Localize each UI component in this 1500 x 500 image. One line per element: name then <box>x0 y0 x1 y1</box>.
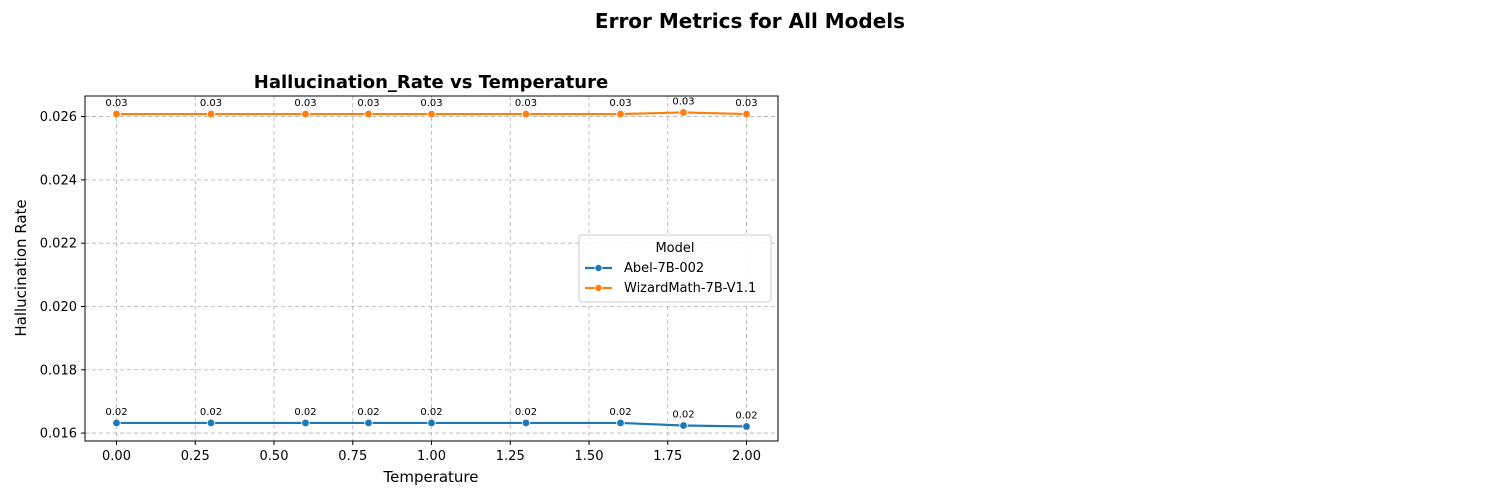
legend-label-abel: Abel-7B-002 <box>624 261 704 276</box>
y-ticks: 0.016 0.018 0.020 0.022 0.024 0.026 <box>40 110 85 442</box>
series-1-point <box>521 109 531 119</box>
series-0-point <box>364 418 373 428</box>
series-0-data-label: 0.02 <box>294 407 316 418</box>
series-0-data-label: 0.02 <box>672 409 694 420</box>
series-1-data-label: 0.03 <box>672 96 694 107</box>
series-0-data-label: 0.02 <box>735 410 757 421</box>
series-0-data-label: 0.02 <box>515 407 537 418</box>
x-tick-label: 1.50 <box>575 449 604 464</box>
series-0-point <box>679 421 688 430</box>
series-0-point <box>112 418 121 428</box>
legend-label-wizardmath: WizardMath-7B-V1.1 <box>624 281 756 296</box>
y-tick-label: 0.018 <box>40 363 77 378</box>
series-0-data-label: 0.02 <box>420 407 442 418</box>
series-0-data-label: 0.02 <box>200 407 222 418</box>
series-1-point <box>301 109 310 119</box>
series-0-data-label: 0.02 <box>105 407 127 418</box>
series-1-data-label: 0.03 <box>200 98 222 109</box>
x-tick-label: 0.00 <box>102 449 131 464</box>
series-1-point <box>616 109 625 119</box>
legend-marker-abel <box>594 263 603 272</box>
series-0-point <box>521 418 531 428</box>
series-1-data-label: 0.03 <box>105 98 127 109</box>
series-1-point <box>112 109 121 119</box>
series-0-data-label: 0.02 <box>609 407 631 418</box>
series-1-point <box>679 108 688 117</box>
y-axis-label: Hallucination Rate <box>12 199 30 336</box>
series-1-point <box>742 109 751 119</box>
series-0-point <box>616 418 625 428</box>
x-ticks: 0.00 0.25 0.50 0.75 1.00 1.25 1.50 1.75 2.00 <box>102 441 761 464</box>
x-tick-label: 1.00 <box>417 449 446 464</box>
series-layer <box>112 108 751 431</box>
series-1-point <box>427 109 436 119</box>
legend: Model Abel-7B-002 WizardMath-7B-V1.1 <box>578 234 772 303</box>
series-1-data-label: 0.03 <box>294 98 316 109</box>
series-0-point <box>206 418 216 428</box>
series-0-data-label: 0.02 <box>357 407 379 418</box>
series-1-point <box>206 109 216 119</box>
series-0-point <box>742 422 751 431</box>
series-1-data-label: 0.03 <box>515 98 537 109</box>
legend-title: Model <box>655 241 694 256</box>
series-1-data-label: 0.03 <box>357 98 379 109</box>
x-tick-label: 0.50 <box>260 449 289 464</box>
figure-suptitle: Error Metrics for All Models <box>595 9 905 33</box>
x-tick-label: 0.75 <box>338 449 367 464</box>
series-1-data-label: 0.03 <box>609 98 631 109</box>
data-labels-layer: 0.02 0.02 0.02 0.02 0.02 0.02 0.02 0.02 0.02 0.03… <box>105 96 757 421</box>
x-axis-label: Temperature <box>382 468 478 486</box>
x-tick-label: 2.00 <box>732 449 761 464</box>
series-1-data-label: 0.03 <box>735 98 757 109</box>
y-tick-label: 0.022 <box>40 237 77 252</box>
y-tick-label: 0.024 <box>40 173 77 188</box>
x-tick-label: 1.75 <box>653 449 682 464</box>
chart-title: Hallucination_Rate vs Temperature <box>254 72 608 93</box>
y-tick-label: 0.020 <box>40 300 77 315</box>
series-1-data-label: 0.03 <box>420 98 442 109</box>
series-0-point <box>427 418 436 428</box>
legend-box <box>578 234 772 303</box>
y-tick-label: 0.026 <box>40 110 77 125</box>
series-0-point <box>301 418 310 428</box>
legend-marker-wizardmath <box>594 283 603 292</box>
y-tick-label: 0.016 <box>40 427 77 442</box>
x-tick-label: 1.25 <box>496 449 525 464</box>
x-tick-label: 0.25 <box>181 449 210 464</box>
series-1-point <box>364 109 373 119</box>
